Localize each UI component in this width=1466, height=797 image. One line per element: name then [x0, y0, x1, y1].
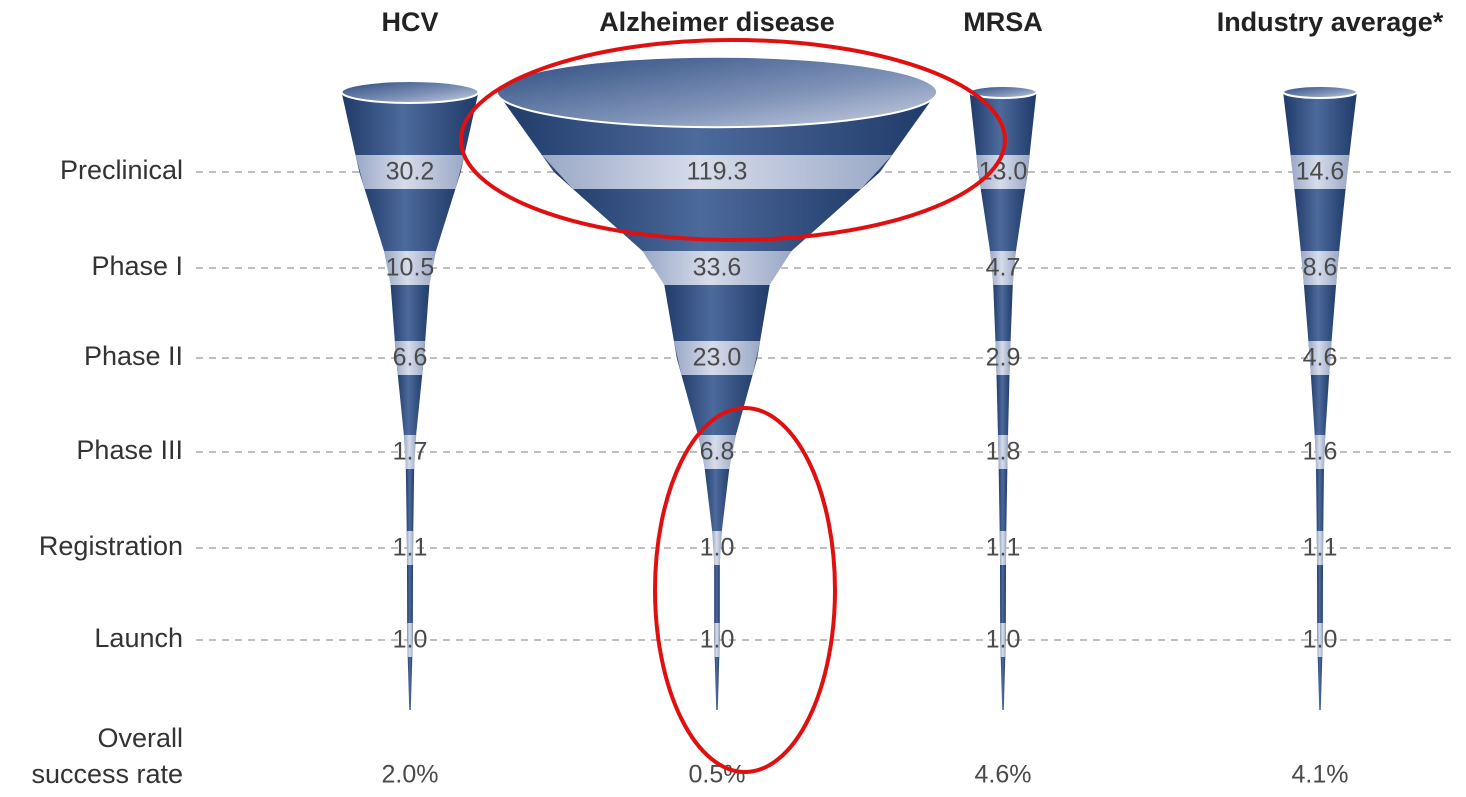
value-label: 2.9: [986, 344, 1021, 372]
row-label: Launch: [94, 623, 183, 653]
value-label: 1.1: [393, 534, 428, 562]
value-label: 14.6: [1296, 158, 1345, 186]
highlight-ellipse: [655, 408, 835, 772]
series-name: Alzheimer disease: [599, 7, 835, 37]
funnel-opening: [1283, 86, 1357, 98]
value-label: 1.0: [700, 534, 735, 562]
funnels: [342, 57, 1357, 710]
series-name: Industry average*: [1217, 7, 1444, 37]
overall-value: 4.6%: [975, 761, 1032, 789]
value-label: 1.0: [393, 626, 428, 654]
row-label: Phase III: [76, 435, 183, 465]
row-label: Phase II: [84, 341, 183, 371]
value-label: 1.0: [986, 626, 1021, 654]
value-label: 1.0: [700, 626, 735, 654]
series-name: HCV: [381, 7, 438, 37]
value-label: 1.7: [393, 438, 428, 466]
value-label: 1.6: [1303, 438, 1338, 466]
value-label: 4.7: [986, 254, 1021, 282]
value-label: 6.6: [393, 344, 428, 372]
chart: Preclinical Phase I Phase II Phase III Regis…: [0, 0, 1466, 797]
row-label: Phase I: [91, 251, 183, 281]
value-label: 1.1: [986, 534, 1021, 562]
page: {"chart_data": { "type": "funnel", "cate…: [0, 0, 1466, 797]
value-label: 23.0: [693, 344, 742, 372]
row-label: Preclinical: [60, 155, 183, 185]
value-label: 4.6: [1303, 344, 1338, 372]
value-label: 6.8: [700, 438, 735, 466]
value-label: 1.0: [1303, 626, 1338, 654]
overall-value: 4.1%: [1292, 761, 1349, 789]
row-label: Registration: [39, 531, 183, 561]
value-label: 1.1: [1303, 534, 1338, 562]
funnel-opening: [342, 81, 479, 103]
value-label: 119.3: [687, 158, 748, 186]
value-label: 10.5: [386, 254, 435, 282]
series-name: MRSA: [963, 7, 1043, 37]
funnel-opening: [497, 57, 937, 127]
value-label: 33.6: [693, 254, 742, 282]
overall-value: 2.0%: [382, 761, 439, 789]
value-label: 13.0: [979, 158, 1028, 186]
value-label: 8.6: [1303, 254, 1338, 282]
value-label: 30.2: [386, 158, 435, 186]
value-label: 1.8: [986, 438, 1021, 466]
